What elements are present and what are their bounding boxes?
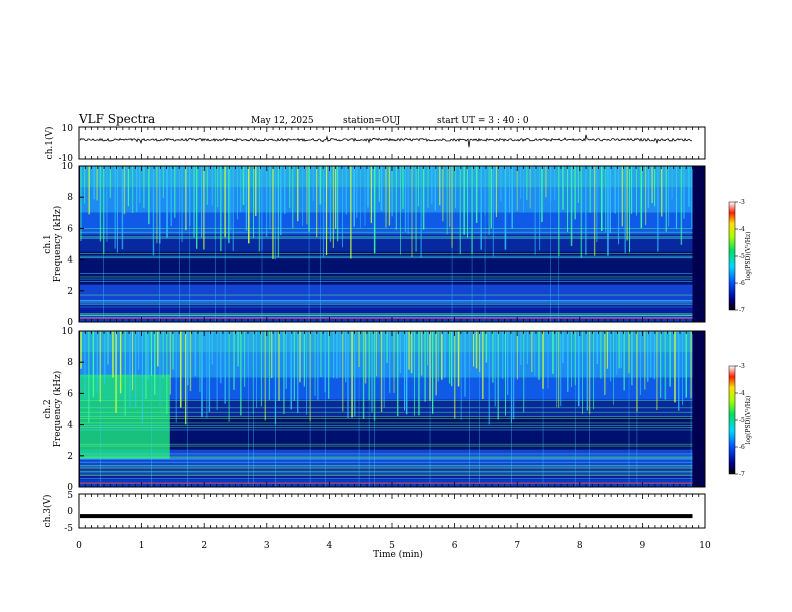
frequency-tick-label: 10: [62, 327, 74, 337]
frequency-tick-label: 8: [67, 193, 73, 203]
ch3-ytick-top: 5: [67, 491, 73, 501]
spectrogram-band: [80, 377, 693, 400]
frequency-tick-label: 10: [62, 162, 74, 172]
time-tick-label: 9: [640, 541, 646, 551]
colorbar-tick-label: -5: [739, 253, 745, 260]
ch2-colorbar: -3 -4 -5 -6 -7 log(PSD)(V²/Hz): [728, 363, 752, 478]
time-axis: 0 1 2 3 4 5 6 7 8 9 10: [76, 127, 711, 551]
ch3-ytick-bottom: -5: [64, 524, 73, 534]
ch1-spectrogram-panel: 0 2 4 6 8 10 ch.1 Frequency (kHz): [43, 162, 706, 328]
time-tick-label: 1: [139, 541, 145, 551]
ch1-waveform-panel: 10 -10 ch.1(V): [44, 124, 706, 164]
ch2-channel-label: ch.2: [43, 399, 53, 418]
spectrogram-band: [80, 234, 693, 252]
frequency-tick-label: 0: [67, 483, 73, 493]
spectrogram-band: [80, 416, 693, 450]
colorbar-tick-label: -7: [739, 471, 745, 478]
time-tick-label: 6: [452, 541, 458, 551]
ch2-colorbar-gradient: [728, 365, 736, 475]
ch1-ylabel: ch.1(V): [44, 127, 55, 160]
ch2-spectrogram-image: [80, 331, 693, 487]
frequency-tick-label: 4: [67, 256, 73, 266]
ch1-spectrogram-image: [80, 166, 693, 322]
spectrogram-band: [80, 449, 693, 469]
time-tick-label: 10: [699, 541, 711, 551]
frequency-tick-label: 8: [67, 358, 73, 368]
colorbar-tick-label: -3: [739, 363, 745, 370]
frequency-tick-label: 6: [67, 389, 73, 399]
ch3-ytick-mid: 0: [67, 507, 73, 517]
spectrogram-band: [80, 352, 693, 378]
time-tick-label: 8: [577, 541, 583, 551]
ch1-colorbar-gradient: [728, 201, 736, 311]
ch1-channel-label: ch.1: [43, 234, 53, 253]
time-tick-label: 7: [514, 541, 520, 551]
time-tick-label: 2: [201, 541, 207, 551]
ch1-colorbar: -3 -4 -5 -6 -7 log(PSD)(V²/Hz): [728, 199, 752, 314]
ch1-ytick-top: 10: [62, 124, 74, 134]
ch3-ylabel: ch.3(V): [42, 495, 53, 528]
spectrogram-band: [80, 284, 693, 304]
colorbar-tick-label: -6: [739, 444, 745, 451]
frequency-tick-label: 0: [67, 318, 73, 328]
ch1-ytick-bottom: -10: [59, 154, 74, 164]
ch1-colorbar-label: log(PSD)(V²/Hz): [745, 232, 752, 281]
date-label: May 12, 2025: [251, 116, 314, 126]
ch1-waveform-frame: [78, 126, 706, 160]
spectrogram-band: [80, 399, 693, 417]
ch2-frequency-label: Frequency (kHz): [52, 371, 63, 448]
colorbar-tick-label: -3: [739, 199, 745, 206]
time-tick-label: 0: [76, 541, 82, 551]
ch3-waveform-frame: [78, 493, 706, 529]
time-tick-label: 3: [264, 541, 270, 551]
spectrogram-band: [80, 303, 693, 315]
colorbar-tick-label: -4: [739, 226, 745, 233]
ch3-waveform-trace: [80, 514, 693, 519]
colorbar-tick-label: -6: [739, 280, 745, 287]
frequency-tick-label: 2: [67, 452, 73, 462]
ch1-waveform-trace: [79, 134, 693, 148]
time-tick-label: 5: [389, 541, 395, 551]
colorbar-tick-label: -4: [739, 390, 745, 397]
ch2-colorbar-label: log(PSD)(V²/Hz): [745, 396, 752, 445]
start-time-label: start UT = 3 : 40 : 0: [437, 116, 529, 126]
ch2-spectrogram-panel: 0 2 4 6 8 10 ch.2 Frequency (kHz): [43, 327, 706, 493]
frequency-tick-label: 2: [67, 287, 73, 297]
time-axis-label: Time (min): [373, 549, 423, 560]
figure-title: VLF Spectra: [78, 112, 155, 126]
frequency-tick-label: 4: [67, 421, 73, 431]
colorbar-tick-label: -5: [739, 417, 745, 424]
spectrogram-band: [80, 468, 693, 480]
frequency-tick-label: 6: [67, 224, 73, 234]
time-tick-label: 4: [327, 541, 333, 551]
station-label: station=OUJ: [343, 116, 401, 126]
colorbar-tick-label: -7: [739, 307, 745, 314]
ch3-waveform-panel: 5 0 -5 ch.3(V): [42, 491, 706, 534]
ch1-frequency-label: Frequency (kHz): [52, 206, 63, 283]
